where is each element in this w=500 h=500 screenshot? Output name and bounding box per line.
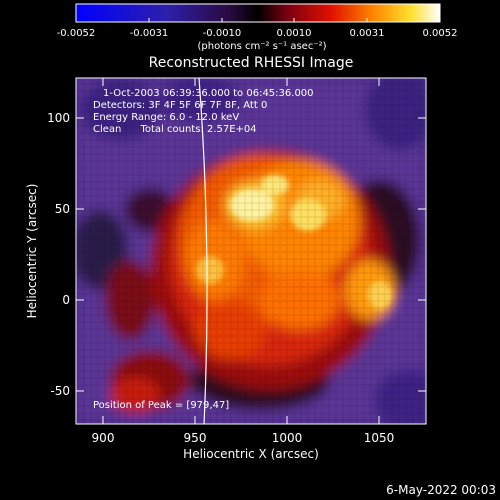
peak-position-text: Position of Peak = [979,47]	[93, 400, 229, 411]
solar-limb-line	[198, 78, 208, 424]
x-tick-label: 950	[184, 431, 207, 445]
x-axis-ticks	[102, 78, 380, 424]
colorbar-tick-label: 0.0031	[350, 28, 385, 39]
colorbar-units: (photons cm⁻² s⁻¹ asec⁻²)	[197, 41, 326, 52]
image-title: Reconstructed RHESSI Image	[149, 55, 354, 71]
colorbar-tick-label: -0.0031	[130, 28, 169, 39]
x-tick-label: 1050	[364, 431, 395, 445]
colorbar-tick-label: -0.0052	[57, 28, 96, 39]
x-tick-label: 1000	[272, 431, 303, 445]
detectors-text: Detectors: 3F 4F 5F 6F 7F 8F, Att 0	[93, 100, 267, 111]
x-axis-label: Heliocentric X (arcsec)	[183, 447, 319, 461]
x-tick-label: 900	[92, 431, 115, 445]
y-axis-label: Heliocentric Y (arcsec)	[25, 184, 39, 319]
y-tick-label: -50	[50, 384, 70, 398]
y-tick-label: 100	[47, 111, 70, 125]
time-range-text: 1-Oct-2003 06:39:36.000 to 06:45:36.000	[103, 88, 314, 99]
clean-counts-text: Clean Total counts: 2.57E+04	[93, 124, 257, 135]
y-tick-label: 50	[55, 202, 70, 216]
image-frame	[75, 77, 427, 425]
colorbar-tick-label: -0.0010	[203, 28, 242, 39]
energy-range-text: Energy Range: 6.0 - 12.0 keV	[93, 112, 239, 123]
colorbar-ticks	[75, 18, 441, 22]
colorbar-tick-label: 0.0052	[423, 28, 458, 39]
y-axis-ticks	[76, 117, 426, 392]
rhessi-image	[76, 78, 426, 424]
colorbar	[75, 3, 441, 23]
footer-date: 6-May-2022 00:03	[386, 483, 496, 497]
y-tick-label: 0	[62, 293, 70, 307]
colorbar-tick-label: 0.0010	[277, 28, 312, 39]
